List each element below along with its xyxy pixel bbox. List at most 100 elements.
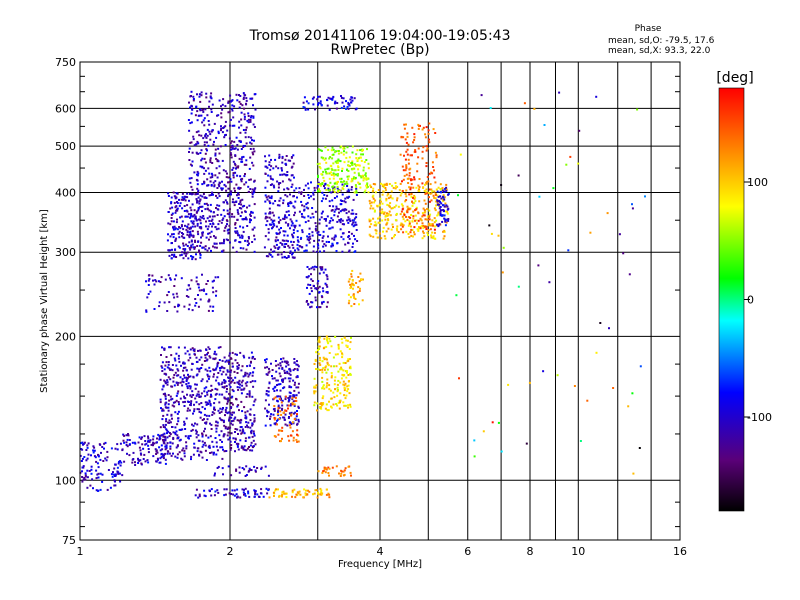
- data-point: [191, 105, 193, 108]
- data-point: [182, 242, 185, 245]
- data-point: [280, 253, 283, 256]
- data-point: [195, 143, 198, 146]
- data-point: [244, 494, 247, 497]
- data-point: [185, 383, 188, 386]
- data-point: [428, 138, 430, 141]
- data-point: [374, 183, 377, 186]
- data-point: [205, 136, 208, 139]
- data-point: [242, 446, 245, 449]
- data-point: [339, 210, 342, 213]
- data-point: [230, 416, 233, 419]
- data-point: [348, 156, 351, 159]
- data-point: [185, 369, 188, 372]
- data-point: [385, 199, 388, 202]
- data-point: [188, 192, 191, 195]
- data-point: [403, 213, 406, 216]
- data-point: [253, 417, 256, 420]
- data-point: [271, 255, 274, 258]
- data-point: [242, 230, 245, 233]
- data-point: [400, 222, 403, 225]
- data-point: [227, 111, 230, 114]
- data-point: [394, 219, 397, 222]
- data-point: [292, 369, 295, 372]
- data-point: [222, 217, 225, 220]
- data-point: [400, 210, 403, 213]
- data-point: [209, 95, 212, 98]
- data-point: [83, 476, 86, 479]
- data-point: [230, 180, 233, 183]
- data-point: [288, 202, 291, 205]
- data-point: [329, 156, 332, 159]
- data-point: [308, 490, 311, 493]
- data-point: [296, 243, 299, 246]
- data-point: [443, 235, 446, 238]
- data-point: [196, 210, 199, 213]
- data-point: [185, 295, 188, 297]
- data-point: [223, 356, 226, 359]
- data-point: [239, 225, 242, 228]
- data-point: [329, 389, 332, 392]
- data-point: [191, 188, 194, 191]
- data-point: [433, 237, 436, 240]
- data-point: [426, 176, 429, 178]
- x-tick-label: 10: [571, 545, 585, 558]
- data-point: [153, 442, 156, 445]
- data-point: [355, 229, 358, 231]
- data-point: [284, 246, 286, 248]
- data-point: [155, 460, 158, 463]
- data-point: [229, 142, 232, 145]
- data-point: [240, 445, 243, 448]
- data-point: [240, 369, 243, 372]
- data-point: [204, 495, 207, 498]
- data-point: [286, 195, 289, 198]
- data-point: [303, 250, 306, 253]
- data-point: [321, 492, 324, 495]
- data-point: [243, 115, 246, 118]
- data-point: [443, 196, 446, 199]
- data-point: [264, 186, 267, 189]
- data-point: [264, 361, 267, 364]
- data-point: [154, 448, 157, 451]
- data-point: [191, 347, 194, 350]
- data-point: [110, 473, 113, 476]
- data-point: [285, 239, 288, 242]
- data-point: [286, 404, 289, 407]
- data-point: [334, 376, 337, 379]
- data-point: [303, 106, 306, 109]
- data-point: [281, 161, 284, 164]
- data-point: [305, 300, 308, 303]
- data-point: [179, 227, 182, 230]
- data-point: [343, 389, 346, 392]
- data-point: [293, 368, 296, 370]
- data-point: [273, 435, 276, 437]
- data-point: [193, 209, 196, 212]
- data-point: [291, 244, 294, 247]
- data-point: [231, 109, 234, 112]
- data-point: [181, 207, 184, 210]
- data-point: [206, 380, 209, 383]
- data-point: [502, 246, 505, 249]
- data-point: [209, 395, 212, 398]
- data-point: [307, 108, 310, 111]
- data-point: [201, 166, 204, 169]
- data-point: [599, 322, 602, 324]
- data-point: [320, 173, 323, 176]
- data-point: [166, 450, 169, 453]
- data-point: [185, 447, 188, 450]
- data-point: [325, 365, 328, 368]
- data-point: [198, 495, 201, 498]
- data-point: [265, 373, 268, 376]
- data-point: [242, 146, 245, 148]
- data-point: [297, 434, 300, 437]
- data-point: [293, 488, 296, 491]
- data-point: [171, 233, 173, 236]
- data-point: [201, 445, 204, 448]
- data-point: [411, 154, 413, 157]
- data-point: [279, 182, 282, 184]
- data-point: [239, 429, 242, 432]
- data-point: [336, 390, 339, 393]
- data-point: [339, 475, 342, 477]
- data-point: [391, 237, 394, 240]
- data-point: [267, 174, 270, 177]
- data-point: [320, 212, 323, 215]
